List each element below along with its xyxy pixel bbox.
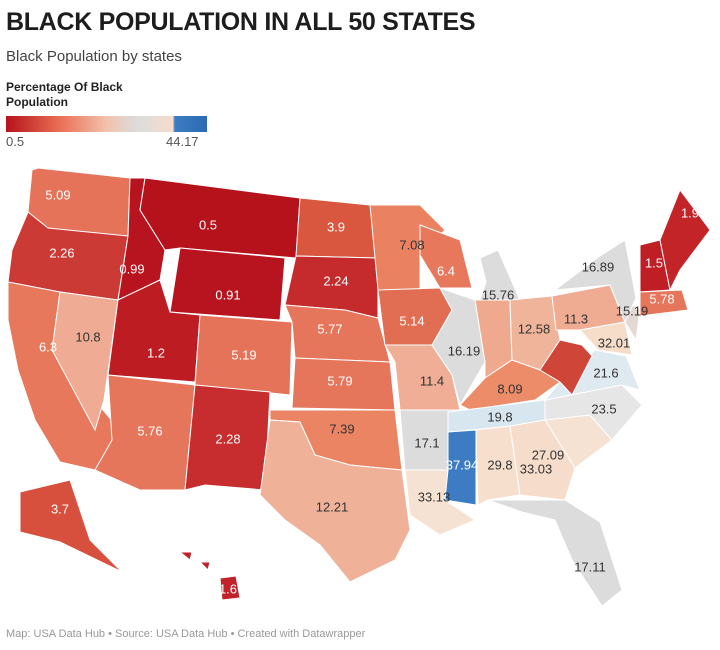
- state-region[interactable]: [219, 575, 241, 601]
- state-value-label: 32.01: [598, 335, 631, 350]
- state-value-label: 5.19: [231, 347, 256, 362]
- state-region[interactable]: [169, 247, 286, 321]
- state-region[interactable]: [659, 188, 711, 292]
- chart-title: BLACK POPULATION IN ALL 50 STATES: [6, 8, 476, 36]
- state-value-label: 37.94: [446, 457, 479, 472]
- state-value-label: 16.89: [582, 259, 615, 274]
- legend-min: 0.5: [6, 134, 25, 149]
- state-value-label: 5.76: [137, 423, 162, 438]
- state-value-label: 0.91: [215, 287, 240, 302]
- state-value-label: 19.8: [487, 409, 512, 424]
- state-value-label: 5.14: [399, 313, 424, 328]
- state-value-label: 15.76: [482, 287, 515, 302]
- state-value-label: 29.8: [487, 457, 512, 472]
- state-region[interactable]: [579, 321, 633, 356]
- state-value-label: 1.2: [147, 345, 165, 360]
- state-value-label: 1.9: [681, 205, 699, 220]
- state-value-label: 15.19: [616, 303, 649, 318]
- state-value-label: 2.24: [323, 273, 348, 288]
- state-region[interactable]: [553, 239, 637, 324]
- state-region[interactable]: [51, 291, 119, 432]
- state-region[interactable]: [444, 429, 477, 506]
- state-value-label: 12.58: [518, 321, 551, 336]
- legend-color-scale: [6, 116, 207, 132]
- state-value-label: 0.5: [199, 217, 217, 232]
- state-value-label: 27.09: [532, 447, 565, 462]
- state-value-label: 11.3: [564, 311, 588, 326]
- state-region[interactable]: [259, 419, 411, 583]
- state-value-label: 10.8: [75, 329, 100, 344]
- state-region[interactable]: [509, 419, 576, 501]
- state-value-label: 33.03: [520, 461, 553, 476]
- state-region[interactable]: [487, 499, 623, 607]
- state-value-label: 11.4: [420, 373, 444, 388]
- state-value-label: 1.5: [645, 255, 663, 270]
- state-value-label: 5.77: [317, 321, 342, 336]
- state-value-label: 17.1: [414, 435, 439, 450]
- state-value-label: 7.08: [399, 237, 424, 252]
- state-value-label: 3.7: [51, 501, 69, 516]
- state-region[interactable]: [639, 289, 689, 317]
- state-value-label: 21.6: [593, 365, 618, 380]
- state-region[interactable]: [139, 177, 301, 259]
- state-value-label: 5.78: [649, 291, 674, 306]
- state-value-label: 33.13: [418, 489, 451, 504]
- state-value-label: 6.3: [39, 339, 57, 354]
- state-value-label: 23.5: [591, 401, 616, 416]
- state-value-label: 0.99: [119, 261, 144, 276]
- state-region[interactable]: [194, 314, 293, 396]
- state-value-label: 7.39: [329, 421, 354, 436]
- state-region[interactable]: [198, 561, 211, 571]
- footer-credits: Map: USA Data Hub • Source: USA Data Hub…: [6, 628, 366, 640]
- state-region[interactable]: [178, 551, 193, 561]
- state-region[interactable]: [475, 425, 521, 506]
- state-value-label: 3.9: [327, 219, 345, 234]
- legend-max: 44.17: [166, 134, 199, 149]
- state-value-label: 16.19: [448, 343, 481, 358]
- state-value-label: 6.4: [437, 263, 455, 278]
- state-value-label: 5.79: [327, 373, 352, 388]
- state-region[interactable]: [419, 224, 473, 289]
- state-value-label: 8.09: [497, 381, 522, 396]
- state-value-label: 2.26: [49, 245, 74, 260]
- state-value-label: 5.09: [45, 187, 70, 202]
- state-region[interactable]: [19, 479, 123, 573]
- state-value-label: 2.28: [215, 431, 240, 446]
- state-value-label: 1.6: [219, 581, 237, 596]
- state-value-label: 12.21: [316, 499, 349, 514]
- state-value-label: 17.11: [574, 559, 606, 574]
- state-region[interactable]: [539, 339, 593, 396]
- legend-title: Percentage Of Black Population: [6, 80, 123, 109]
- state-region[interactable]: [184, 384, 271, 491]
- chart-subtitle: Black Population by states: [6, 48, 182, 65]
